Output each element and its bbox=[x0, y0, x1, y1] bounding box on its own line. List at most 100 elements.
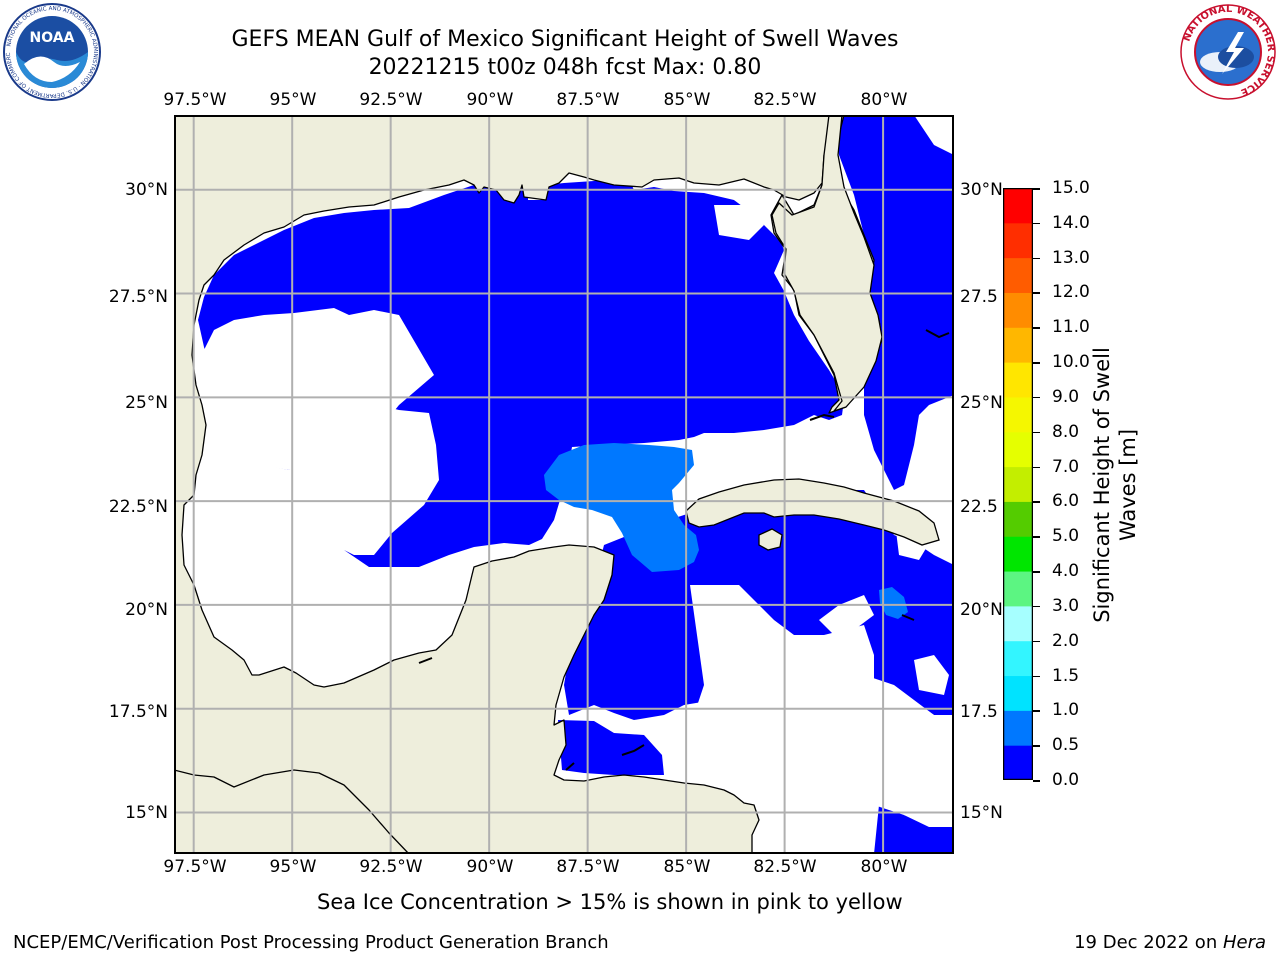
colorbar-tick bbox=[1033, 571, 1040, 573]
colorbar-bin bbox=[1003, 571, 1033, 607]
host-name: Hera bbox=[1222, 932, 1266, 953]
lat-label-right: 27.5 bbox=[960, 287, 998, 307]
colorbar-bin bbox=[1003, 745, 1033, 780]
colorbar-tick-label: 10.0 bbox=[1052, 352, 1090, 373]
colorbar-tick bbox=[1033, 431, 1040, 434]
colorbar-tick bbox=[1033, 745, 1040, 747]
colorbar-bin bbox=[1003, 327, 1033, 363]
colorbar-tick bbox=[1033, 466, 1040, 469]
lon-label-bottom: 95°W bbox=[269, 857, 317, 877]
colorbar-tick bbox=[1033, 188, 1040, 190]
colorbar-tick-label: 14.0 bbox=[1052, 212, 1090, 233]
colorbar-bin bbox=[1003, 536, 1033, 572]
colorbar-tick bbox=[1033, 675, 1040, 678]
colorbar-bin bbox=[1003, 605, 1033, 642]
lon-label-top: 85°W bbox=[663, 90, 711, 110]
colorbar-title: Significant Height of Swell Waves [m] bbox=[1089, 347, 1141, 623]
florida-landmass bbox=[771, 115, 883, 413]
colorbar-bin bbox=[1003, 640, 1033, 677]
island-landmass bbox=[758, 528, 783, 551]
colorbar-tick bbox=[1033, 327, 1040, 329]
colorbar-tick-label: 1.0 bbox=[1052, 700, 1080, 721]
colorbar-tick bbox=[1033, 780, 1040, 782]
colorbar-tick-label: 0.5 bbox=[1052, 735, 1080, 756]
colorbar-bin bbox=[1003, 362, 1033, 398]
lat-label-right: 22.5 bbox=[960, 497, 998, 517]
noaa-logo: NOAA NATIONAL OCEANIC AND ATMOSPHERIC AD… bbox=[2, 2, 101, 101]
colorbar-tick-label: 3.0 bbox=[1052, 595, 1080, 616]
colorbar-tick bbox=[1033, 605, 1040, 608]
colorbar-tick bbox=[1033, 292, 1040, 294]
lon-label-top: 80°W bbox=[860, 90, 908, 110]
colorbar-tick bbox=[1033, 501, 1040, 503]
colorbar-bin bbox=[1003, 675, 1033, 711]
colorbar-tick bbox=[1033, 536, 1040, 538]
colorbar-title-line2: Waves [m] bbox=[1116, 428, 1140, 542]
date-stamp: 19 Dec 2022 on Hera bbox=[1074, 932, 1266, 953]
map-panel bbox=[174, 115, 954, 854]
map-frame bbox=[174, 115, 954, 854]
colorbar-bin bbox=[1003, 292, 1033, 328]
colorbar-bin bbox=[1003, 257, 1033, 293]
lon-label-bottom: 90°W bbox=[466, 857, 514, 877]
lon-label-top: 92.5°W bbox=[359, 90, 423, 110]
lat-label-left: 17.5°N bbox=[108, 702, 168, 722]
lon-label-top: 95°W bbox=[269, 90, 317, 110]
lon-label-bottom: 92.5°W bbox=[359, 857, 423, 877]
lat-label-right: 15°N bbox=[960, 803, 1003, 823]
colorbar-bin bbox=[1003, 431, 1033, 468]
lon-label-bottom: 82.5°W bbox=[753, 857, 817, 877]
colorbar-bin bbox=[1003, 466, 1033, 502]
colorbar-frame bbox=[1003, 188, 1033, 780]
chart-title: GEFS MEAN Gulf of Mexico Significant Hei… bbox=[231, 27, 899, 52]
colorbar-tick-label: 1.5 bbox=[1052, 665, 1080, 686]
colorbar-tick-label: 2.0 bbox=[1052, 630, 1080, 651]
colorbar-tick bbox=[1033, 257, 1040, 260]
lat-label-right: 25°N bbox=[960, 393, 1003, 413]
chart-subtitle: 20221215 t00z 048h fcst Max: 0.80 bbox=[368, 55, 762, 80]
colorbar-tick-label: 13.0 bbox=[1052, 247, 1090, 268]
lon-label-bottom: 97.5°W bbox=[163, 857, 227, 877]
colorbar-tick-label: 11.0 bbox=[1052, 317, 1090, 338]
cuba-landmass bbox=[685, 478, 940, 546]
colorbar-bin bbox=[1003, 501, 1033, 537]
lat-label-right: 17.5 bbox=[960, 702, 998, 722]
sea-ice-note: Sea Ice Concentration > 15% is shown in … bbox=[317, 890, 903, 914]
lat-label-left: 15°N bbox=[125, 803, 168, 823]
date-text: 19 Dec 2022 on bbox=[1074, 932, 1223, 953]
colorbar-tick-label: 7.0 bbox=[1052, 456, 1080, 477]
colorbar-tick-label: 8.0 bbox=[1052, 421, 1080, 442]
colorbar bbox=[1003, 188, 1033, 780]
graticule bbox=[174, 115, 954, 854]
lat-label-right: 20°N bbox=[960, 600, 1003, 620]
colorbar-tick-label: 4.0 bbox=[1052, 561, 1080, 582]
colorbar-tick bbox=[1033, 710, 1040, 712]
nws-logo: NATIONAL WEATHER SERVICE bbox=[1180, 4, 1276, 100]
lat-label-right: 30°N bbox=[960, 180, 1003, 200]
lon-label-top: 87.5°W bbox=[556, 90, 620, 110]
colorbar-tick-label: 6.0 bbox=[1052, 491, 1080, 512]
colorbar-bin bbox=[1003, 396, 1033, 433]
lon-label-top: 90°W bbox=[466, 90, 514, 110]
colorbar-tick bbox=[1033, 362, 1040, 364]
colorbar-tick-label: 5.0 bbox=[1052, 526, 1080, 547]
colorbar-bin bbox=[1003, 710, 1033, 746]
lon-label-bottom: 80°W bbox=[860, 857, 908, 877]
small-islands bbox=[418, 329, 950, 771]
lon-label-top: 82.5°W bbox=[753, 90, 817, 110]
lat-label-left: 22.5°N bbox=[108, 497, 168, 517]
lat-label-left: 30°N bbox=[125, 180, 168, 200]
colorbar-tick bbox=[1033, 640, 1040, 643]
lon-label-top: 97.5°W bbox=[163, 90, 227, 110]
lat-label-left: 20°N bbox=[125, 600, 168, 620]
colorbar-tick bbox=[1033, 396, 1040, 399]
noaa-logo-text: NOAA bbox=[30, 30, 75, 46]
colorbar-tick-label: 9.0 bbox=[1052, 386, 1080, 407]
colorbar-bin bbox=[1003, 188, 1033, 224]
colorbar-tick-label: 0.0 bbox=[1052, 770, 1080, 790]
colorbar-tick-label: 12.0 bbox=[1052, 282, 1090, 303]
colorbar-tick-label: 15.0 bbox=[1052, 178, 1090, 198]
lon-label-bottom: 85°W bbox=[663, 857, 711, 877]
colorbar-bin bbox=[1003, 222, 1033, 259]
colorbar-title-line1: Significant Height of Swell bbox=[1090, 347, 1114, 623]
